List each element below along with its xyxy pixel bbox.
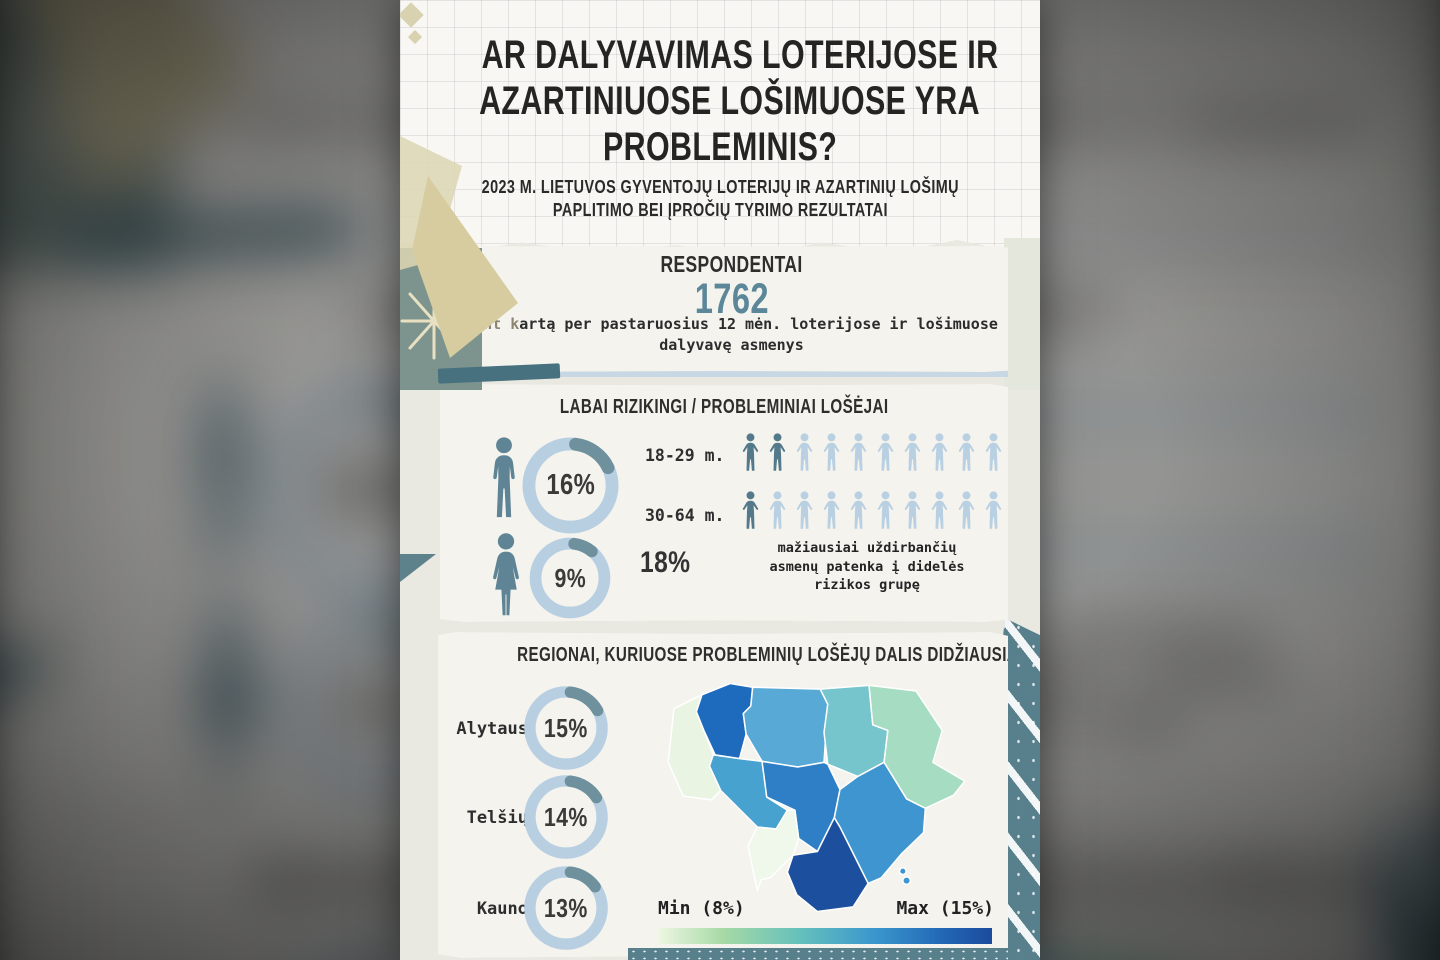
person-icon xyxy=(875,430,896,474)
person-icon xyxy=(1263,365,1311,466)
kauno-percent: 13% xyxy=(544,892,588,923)
alytaus-donut-chart: 15% xyxy=(522,684,610,772)
person-icon xyxy=(902,488,923,532)
income-percent: 18% xyxy=(640,546,691,579)
person-icon xyxy=(848,430,869,474)
person-icon xyxy=(902,430,923,474)
person-icon xyxy=(1077,498,1125,599)
person-icon xyxy=(821,488,842,532)
regions-panel: REGIONAI, KURIUOSE PROBLEMINIŲ LOŠĖJŲ DA… xyxy=(438,632,1008,958)
title-line2: AZARTINIUOSE LOŠIMUOSE YRA xyxy=(479,79,980,123)
person-icon xyxy=(983,488,1004,532)
female-icon xyxy=(484,532,528,618)
infographic-poster: AR DALYVAVIMAS LOTERIJOSE IR AZARTINIUOS… xyxy=(400,0,1040,960)
person-icon xyxy=(956,488,977,532)
female-icon xyxy=(177,600,278,798)
person-icon xyxy=(1325,365,1373,466)
teal-triangle-left xyxy=(0,650,67,715)
subtitle-line2: PAPLITIMO BEI ĮPROČIŲ TYRIMO REZULTATAI xyxy=(552,200,888,220)
person-icon xyxy=(875,488,896,532)
poster-title: AR DALYVAVIMAS LOTERIJOSE IR AZARTINIUOS… xyxy=(400,32,1040,170)
person-icon xyxy=(1201,365,1249,466)
female-donut-chart: 9% xyxy=(528,536,612,620)
legend-gradient-bar xyxy=(658,928,992,944)
person-icon xyxy=(956,430,977,474)
person-icon xyxy=(1263,498,1311,599)
female-percent: 9% xyxy=(554,562,586,593)
person-icon xyxy=(767,430,788,474)
person-icon xyxy=(1139,365,1187,466)
person-icon xyxy=(794,488,815,532)
person-icon xyxy=(767,488,788,532)
telsiu-donut-chart: 14% xyxy=(522,773,610,861)
kauno-donut-chart: 13% xyxy=(522,864,610,952)
pictogram-row-30-64 xyxy=(740,488,1004,532)
title-line3: PROBLEMINIS? xyxy=(602,125,838,169)
age-row-label-2: 30-64 m. xyxy=(645,506,725,525)
teal-speckled-bottom xyxy=(628,948,1008,960)
regions-heading: REGIONAI, KURIUOSE PROBLEMINIŲ LOŠĖJŲ DA… xyxy=(517,644,1019,666)
legend-max-label: Max (15%) xyxy=(896,898,994,919)
person-icon xyxy=(821,430,842,474)
sage-collage-shape xyxy=(1373,0,1440,273)
telsiu-percent: 14% xyxy=(544,801,588,832)
legend-min-label: Min (8%) xyxy=(658,898,745,919)
title-line1: AR DALYVAVIMAS LOTERIJOSE IR xyxy=(481,33,999,77)
person-icon xyxy=(1325,498,1373,599)
person-icon xyxy=(740,430,761,474)
sage-collage-shape xyxy=(1004,238,1040,390)
region-label-alytaus: Alytaus xyxy=(456,719,528,739)
person-icon xyxy=(983,430,1004,474)
male-percent: 16% xyxy=(546,469,595,501)
teal-triangle-left xyxy=(400,554,436,582)
person-icon xyxy=(848,488,869,532)
person-icon xyxy=(1201,498,1249,599)
person-icon xyxy=(1077,365,1125,466)
male-donut-chart: 16% xyxy=(521,436,620,535)
male-icon xyxy=(484,434,524,522)
male-icon xyxy=(177,374,269,576)
poster-subtitle: 2023 M. LIETUVOS GYVENTOJŲ LOTERIJŲ IR A… xyxy=(400,176,1040,222)
age-row-label-1: 18-29 m. xyxy=(645,446,725,465)
region-label-kauno: Kauno xyxy=(476,899,528,919)
subtitle-line1: 2023 M. LIETUVOS GYVENTOJŲ LOTERIJŲ IR A… xyxy=(481,177,959,197)
person-icon xyxy=(1139,498,1187,599)
lithuania-choropleth-map xyxy=(655,676,993,920)
person-icon xyxy=(794,430,815,474)
region-label-telsiu: Telšių xyxy=(466,808,528,828)
income-description: mažiausiai uždirbančių asmenų patenka į … xyxy=(769,540,965,593)
alytaus-percent: 15% xyxy=(544,712,588,743)
pictogram-row-18-29 xyxy=(740,430,1004,474)
grid-paper-header xyxy=(400,0,1040,256)
person-icon xyxy=(929,430,950,474)
person-icon xyxy=(740,488,761,532)
person-icon xyxy=(929,488,950,532)
risky-players-panel: LABAI RIZIKINGI / PROBLEMINIAI LOŠĖJAI 1… xyxy=(440,384,1008,622)
